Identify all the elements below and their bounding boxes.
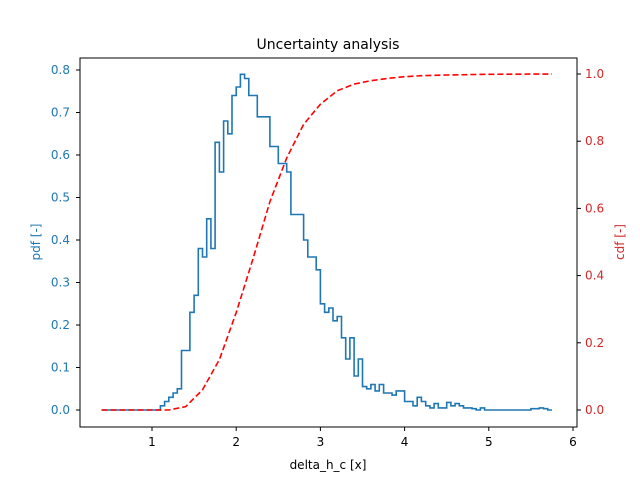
x-tick-label: 2 — [232, 435, 240, 449]
left-y-tick-label: 0.2 — [51, 318, 70, 332]
x-tick-label: 1 — [148, 435, 156, 449]
left-y-axis: 0.0 0.1 0.2 0.3 0.4 0.5 0.6 0.7 0.8 — [51, 63, 80, 417]
x-axis-label: delta_h_c [x] — [290, 458, 367, 472]
left-y-tick-label: 0.6 — [51, 148, 70, 162]
x-tick-label: 3 — [317, 435, 325, 449]
left-y-tick-label: 0.1 — [51, 361, 70, 375]
chart-title: Uncertainty analysis — [257, 37, 400, 53]
left-y-tick-label: 0.4 — [51, 233, 70, 247]
right-y-tick-label: 0.8 — [585, 134, 604, 148]
plot-area — [101, 73, 553, 411]
cdf-series — [101, 73, 553, 411]
right-y-tick-label: 0.2 — [585, 336, 604, 350]
right-y-tick-label: 0.0 — [585, 403, 604, 417]
left-y-tick-label: 0.8 — [51, 63, 70, 77]
x-tick-label: 5 — [485, 435, 493, 449]
left-y-axis-label: pdf [-] — [29, 224, 43, 261]
pdf-series — [101, 73, 552, 411]
x-tick-label: 4 — [401, 435, 409, 449]
right-y-tick-label: 0.4 — [585, 269, 604, 283]
left-y-tick-label: 0.5 — [51, 191, 70, 205]
left-y-tick-label: 0.7 — [51, 106, 70, 120]
right-y-axis: 0.0 0.2 0.4 0.6 0.8 1.0 — [577, 67, 604, 417]
x-axis: 1 2 3 4 5 6 — [148, 427, 577, 449]
right-y-axis-label: cdf [-] — [613, 224, 627, 260]
right-y-tick-label: 1.0 — [585, 67, 604, 81]
x-tick-label: 6 — [569, 435, 577, 449]
left-y-tick-label: 0.3 — [51, 276, 70, 290]
left-y-tick-label: 0.0 — [51, 403, 70, 417]
axes-frame — [79, 57, 578, 428]
right-y-tick-label: 0.6 — [585, 201, 604, 215]
